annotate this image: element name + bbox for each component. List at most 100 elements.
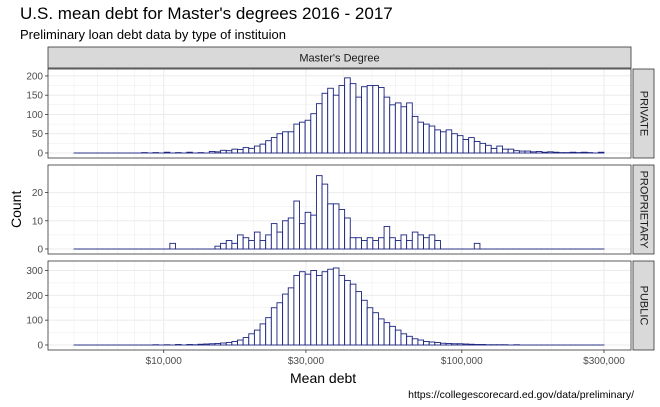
y-tick-label: 50: [32, 129, 44, 140]
histogram-bar: [355, 237, 362, 250]
x-axis-label: Mean debt: [290, 370, 357, 386]
histogram-bar: [394, 102, 402, 154]
y-tick-label: 200: [26, 291, 43, 302]
histogram-bar: [383, 322, 391, 346]
panel-border: [47, 260, 632, 351]
histogram-bar: [282, 131, 289, 154]
histogram-bar: [225, 150, 233, 154]
histogram-bar: [315, 103, 323, 154]
histogram-bar: [428, 341, 436, 346]
y-tick-label: 100: [26, 316, 43, 327]
histogram-bar: [535, 151, 543, 154]
histogram-bar: [378, 87, 385, 154]
histogram-bar: [378, 318, 385, 346]
histogram-bar: [513, 150, 520, 154]
histogram-bar: [259, 323, 267, 346]
histogram-bar: [169, 242, 176, 250]
histogram-bar: [361, 299, 368, 346]
source-caption: https://collegescorecard.ed.gov/data/pre…: [408, 389, 634, 401]
histogram-bar: [248, 333, 255, 346]
row-strip-private: [632, 68, 655, 159]
histogram-bar: [163, 151, 171, 154]
histogram-bar: [524, 150, 532, 154]
histogram-bar: [242, 147, 250, 154]
histogram-bar: [569, 151, 577, 154]
histogram-bar: [552, 151, 560, 154]
row-strip-label: PRIVATE: [638, 91, 650, 136]
histogram-bar: [440, 131, 447, 154]
histogram-bar: [507, 148, 515, 154]
histogram-bar: [338, 274, 346, 346]
chart-subtitle: Preliminary loan debt data by type of in…: [20, 27, 286, 42]
histogram-bar: [400, 234, 408, 250]
histogram-bar: [372, 312, 379, 346]
histogram-bar: [468, 137, 475, 154]
histogram-bar: [389, 237, 396, 250]
histogram-bar: [428, 125, 436, 154]
y-tick-label: 300: [26, 266, 43, 277]
histogram-bar: [248, 147, 255, 154]
histogram-bar: [423, 237, 430, 250]
histogram-bar: [310, 270, 317, 346]
chart-title: U.S. mean debt for Master's degrees 2016…: [20, 4, 393, 23]
y-tick-label: 10: [32, 216, 44, 227]
histogram-bar: [434, 342, 441, 346]
histogram-bar: [445, 129, 453, 154]
histogram-bar: [400, 333, 408, 346]
histogram-bar: [473, 140, 481, 154]
histogram-bar: [304, 273, 312, 346]
histogram-bar: [541, 151, 549, 154]
histogram-bar: [378, 237, 385, 250]
histogram-bar: [225, 240, 233, 250]
histogram-bar: [231, 148, 238, 154]
histogram-bar: [394, 240, 402, 250]
histogram-bar: [237, 234, 244, 250]
histogram-bar: [400, 106, 408, 154]
histogram-bar: [304, 119, 312, 154]
histogram-bar: [214, 151, 222, 154]
histogram-bar: [355, 291, 362, 346]
histogram-bar: [299, 121, 306, 154]
histogram-bar: [321, 271, 329, 346]
histogram-bar: [265, 317, 272, 346]
histogram-bar: [208, 151, 216, 154]
histogram-bar: [462, 139, 470, 154]
histogram-bar: [361, 86, 368, 154]
histogram-bar: [597, 151, 605, 154]
histogram-bar: [270, 307, 278, 346]
histogram-bar: [253, 145, 261, 154]
histogram-bar: [299, 271, 306, 346]
histogram-bar: [502, 148, 509, 154]
histogram-bar: [361, 240, 368, 250]
histogram-bar: [366, 307, 374, 346]
histogram-bar: [265, 234, 272, 250]
x-tick-label: $300,000: [583, 356, 625, 367]
histogram-bar: [270, 223, 278, 250]
y-tick-label: 100: [26, 110, 43, 121]
histogram-bar: [406, 102, 413, 154]
histogram-bar: [496, 145, 503, 154]
histogram-bar: [445, 343, 453, 346]
histogram-bar: [287, 131, 295, 154]
histogram-bar: [208, 343, 216, 346]
panel-border: [47, 164, 632, 255]
histogram-bar: [225, 342, 233, 346]
histogram-bar: [383, 96, 391, 154]
histogram-bar: [293, 274, 300, 346]
histogram-bar: [485, 144, 492, 154]
histogram-bar: [344, 279, 351, 346]
histogram-bar: [332, 267, 340, 346]
y-tick-label: 150: [26, 91, 43, 102]
column-strip-label: Master's Degree: [299, 53, 379, 65]
y-tick-label: 0: [37, 341, 43, 352]
y-tick-label: 0: [37, 245, 43, 256]
histogram-bar: [434, 240, 441, 250]
histogram-bar: [293, 123, 300, 154]
histogram-bar: [580, 151, 588, 154]
histogram-bar: [349, 83, 357, 154]
row-strip-public: [632, 260, 655, 351]
histogram-bar: [287, 287, 295, 346]
histogram-bar: [242, 237, 250, 250]
histogram-bar: [372, 85, 379, 154]
histogram-bar: [282, 220, 289, 250]
